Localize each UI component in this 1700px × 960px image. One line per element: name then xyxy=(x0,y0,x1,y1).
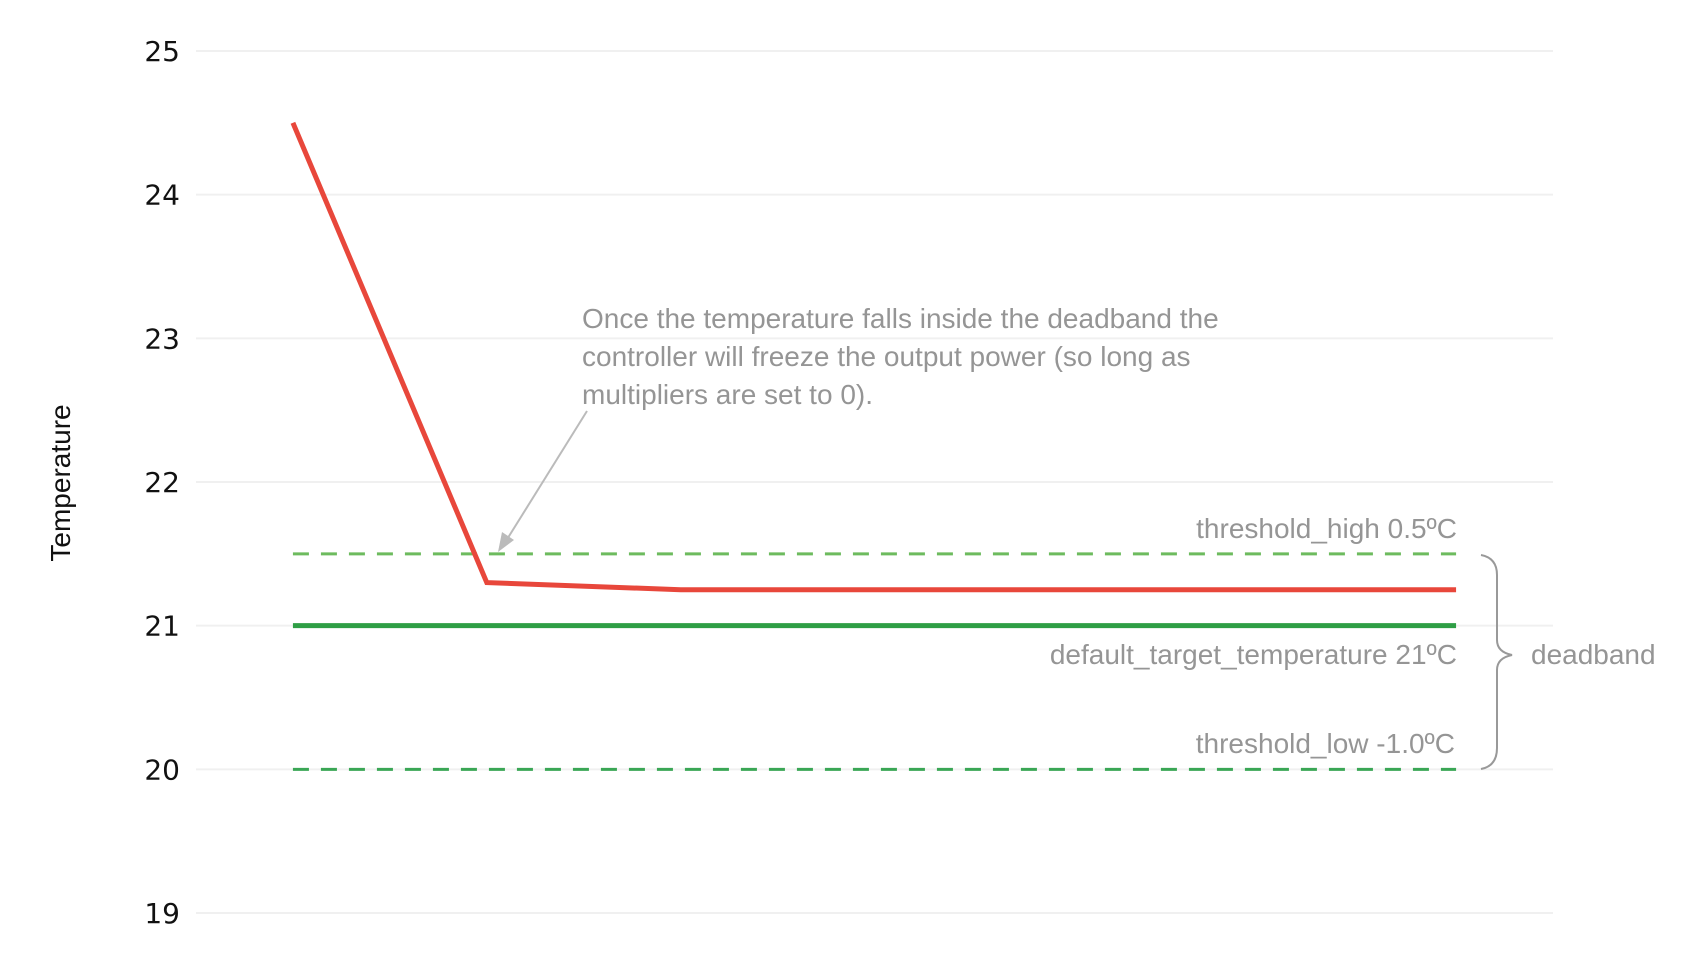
y-tick-23: 23 xyxy=(144,322,180,355)
arrow-head-icon xyxy=(498,532,514,552)
threshold-high-label: threshold_high 0.5ºC xyxy=(1196,513,1457,544)
series-temperature xyxy=(290,121,1457,593)
threshold-low-label: threshold_low -1.0ºC xyxy=(1196,728,1455,759)
grid-lines xyxy=(196,50,1553,914)
deadband-brace xyxy=(1480,554,1513,770)
y-tick-25: 25 xyxy=(144,35,180,68)
note-line-3: multipliers are set to 0). xyxy=(582,379,873,410)
note-line-2: controller will freeze the output power … xyxy=(582,341,1191,372)
series-lines xyxy=(290,121,1457,771)
y-tick-labels: 19 20 21 22 23 24 25 xyxy=(144,35,180,930)
y-tick-21: 21 xyxy=(144,610,180,643)
target-label: default_target_temperature 21ºC xyxy=(1050,639,1457,670)
y-axis-label: Temperature xyxy=(45,404,76,561)
y-tick-20: 20 xyxy=(144,753,180,786)
y-tick-24: 24 xyxy=(144,179,180,212)
annotation-note: Once the temperature falls inside the de… xyxy=(498,303,1219,552)
deadband-label: deadband xyxy=(1531,639,1656,670)
note-line-1: Once the temperature falls inside the de… xyxy=(582,303,1219,334)
y-tick-22: 22 xyxy=(144,466,180,499)
annotation-arrow xyxy=(505,410,588,542)
y-tick-19: 19 xyxy=(144,897,180,930)
